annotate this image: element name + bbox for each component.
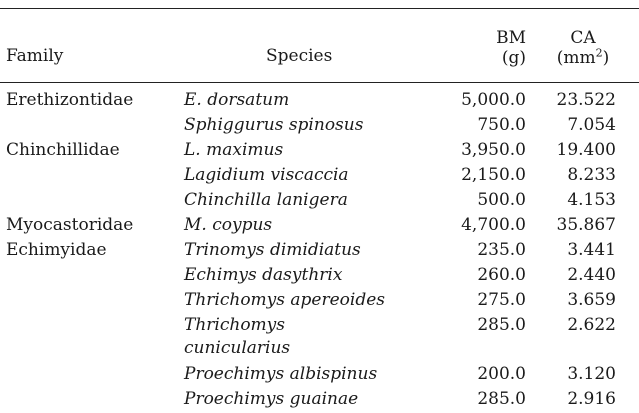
bm-cell: 275.0 (477, 290, 526, 310)
table-row: Proechimys albispinus 200.0 3.120 (0, 362, 639, 387)
header-ca-unit: (mm2) (550, 46, 616, 68)
bm-cell: 200.0 (477, 364, 526, 384)
table-row: Chinchilla lanigera 500.0 4.153 (0, 188, 639, 213)
bm-cell: 5,000.0 (461, 90, 526, 110)
ca-cell: 19.400 (556, 140, 616, 160)
table-row: Erethizontidae E. dorsatum 5,000.0 23.522 (0, 88, 639, 113)
family-cell: Chinchillidae (6, 140, 120, 160)
bm-cell: 235.0 (477, 240, 526, 260)
header-bm-unit: (g) (501, 48, 526, 68)
table-row: Lagidium viscaccia 2,150.0 8.233 (0, 163, 639, 188)
ca-cell: 23.522 (556, 90, 616, 110)
table-row: Sphiggurus spinosus 750.0 7.054 (0, 113, 639, 138)
family-cell: Echimyidae (6, 240, 107, 260)
family-cell: Myocastoridae (6, 215, 134, 235)
bm-cell: 285.0 (477, 315, 526, 335)
table-row: Echimys dasythrix 260.0 2.440 (0, 263, 639, 288)
header-ca-unit-sup: 2 (595, 46, 603, 60)
species-cell: cunicularius (184, 338, 291, 358)
table-row: Thrichomys apereoides 275.0 3.659 (0, 288, 639, 313)
header-ca-unit-suffix: ) (602, 48, 610, 68)
species-cell: Thrichomys apereoides (184, 290, 386, 310)
table-row: cunicularius (0, 336, 639, 361)
table-row: Echimyidae Trinomys dimidiatus 235.0 3.441 (0, 238, 639, 263)
family-cell: Erethizontidae (6, 90, 134, 110)
species-cell: Chinchilla lanigera (184, 190, 348, 210)
bm-cell: 260.0 (477, 265, 526, 285)
header-family: Family (6, 46, 64, 66)
bm-cell: 4,700.0 (461, 215, 526, 235)
species-cell: Lagidium viscaccia (184, 165, 349, 185)
table-row: Chinchillidae L. maximus 3,950.0 19.400 (0, 138, 639, 163)
species-cell: L. maximus (184, 140, 284, 160)
species-cell: E. dorsatum (184, 90, 290, 110)
header-ca-unit-prefix: (mm (556, 48, 596, 68)
species-cell: Trinomys dimidiatus (184, 240, 361, 260)
species-cell: Sphiggurus spinosus (184, 115, 364, 135)
ca-cell: 2.916 (567, 389, 616, 409)
ca-cell: 7.054 (567, 115, 616, 135)
species-cell: Proechimys guainae (184, 389, 359, 409)
header-ca-label: CA (570, 28, 596, 48)
table-row: Myocastoridae M. coypus 4,700.0 35.867 (0, 213, 639, 238)
ca-cell: 3.659 (567, 290, 616, 310)
bm-cell: 285.0 (477, 389, 526, 409)
top-rule (0, 8, 639, 9)
bm-cell: 500.0 (477, 190, 526, 210)
ca-cell: 2.622 (567, 315, 616, 335)
species-cell: Proechimys albispinus (184, 364, 378, 384)
header-bm-label: BM (496, 28, 526, 48)
bm-cell: 3,950.0 (461, 140, 526, 160)
ca-cell: 4.153 (567, 190, 616, 210)
species-cell: Thrichomys (184, 315, 286, 335)
bm-cell: 2,150.0 (461, 165, 526, 185)
species-cell: Echimys dasythrix (184, 265, 343, 285)
ca-cell: 8.233 (567, 165, 616, 185)
ca-cell: 3.441 (567, 240, 616, 260)
table-row: Proechimys guainae 285.0 2.916 (0, 387, 639, 412)
header-ca: CA (mm2) (550, 28, 616, 68)
header-bm: BM (g) (456, 28, 526, 68)
ca-cell: 35.867 (556, 215, 616, 235)
header-rule (0, 82, 639, 83)
ca-cell: 3.120 (567, 364, 616, 384)
bm-cell: 750.0 (477, 115, 526, 135)
ca-cell: 2.440 (567, 265, 616, 285)
species-cell: M. coypus (184, 215, 273, 235)
table-row: Thrichomys 285.0 2.622 (0, 313, 639, 338)
header-species: Species (266, 46, 333, 66)
